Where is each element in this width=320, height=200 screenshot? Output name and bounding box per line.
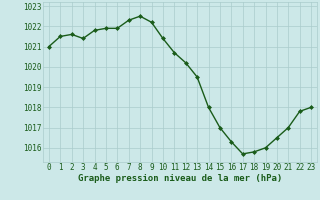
X-axis label: Graphe pression niveau de la mer (hPa): Graphe pression niveau de la mer (hPa) — [78, 174, 282, 183]
